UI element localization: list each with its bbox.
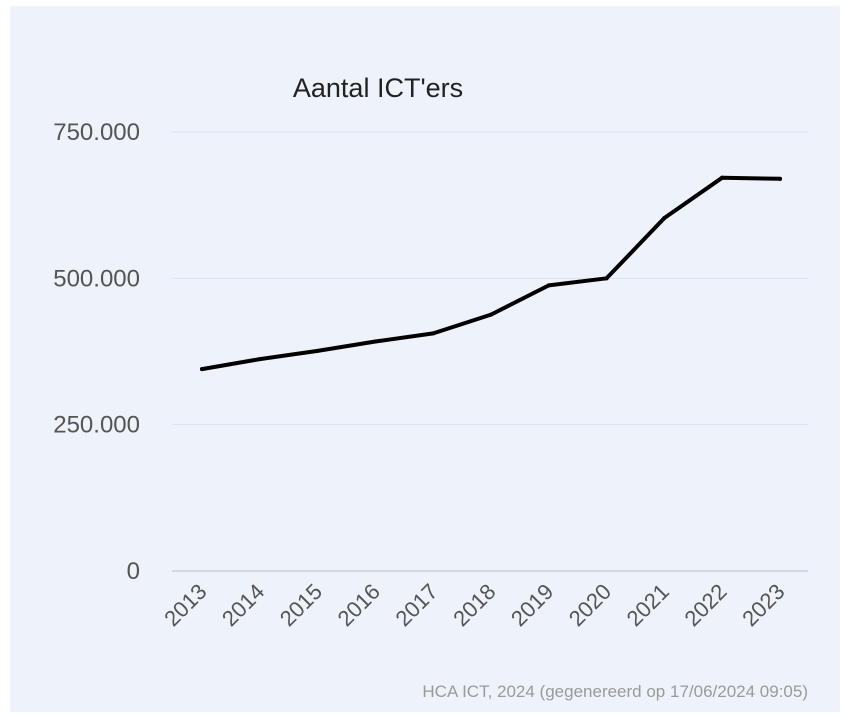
series-line [200,175,782,372]
x-tick-label: 2013 [159,579,211,631]
data-point [373,339,378,344]
x-tick-label: 2014 [217,579,269,631]
x-tick-label: 2021 [622,579,674,631]
x-tick-label: 2022 [679,579,731,631]
y-tick-label: 750.000 [53,119,140,146]
x-tick-label: 2020 [564,579,616,631]
data-point [200,367,204,372]
series-layer [200,175,782,372]
data-point [257,357,262,362]
gridlines [172,131,808,572]
x-tick-label: 2017 [390,579,442,631]
data-point [662,216,667,221]
y-axis-ticks: 0 250.000 500.000 750.000 [53,119,140,585]
data-point [489,312,493,317]
data-point [431,331,436,336]
x-axis-ticks: 2013 2014 2015 2016 2017 2018 2019 2020 2021 2022… [159,579,789,631]
data-point [604,276,609,281]
x-tick-label: 2015 [275,579,327,631]
x-tick-label: 2016 [333,579,385,631]
data-point [778,176,782,181]
chart-title: Aantal ICT'ers [293,73,463,103]
y-tick-label: 0 [127,558,140,585]
y-tick-label: 250.000 [53,412,140,439]
chart-panel [10,6,840,712]
data-point [546,283,551,288]
data-point [315,348,320,353]
x-tick-label: 2018 [448,579,500,631]
chart-credit: HCA ICT, 2024 (gegenereerd op 17/06/2024… [422,682,808,701]
y-tick-label: 500.000 [53,265,140,292]
x-tick-label: 2019 [506,579,558,631]
data-point [720,175,725,180]
x-tick-label: 2023 [737,579,789,631]
